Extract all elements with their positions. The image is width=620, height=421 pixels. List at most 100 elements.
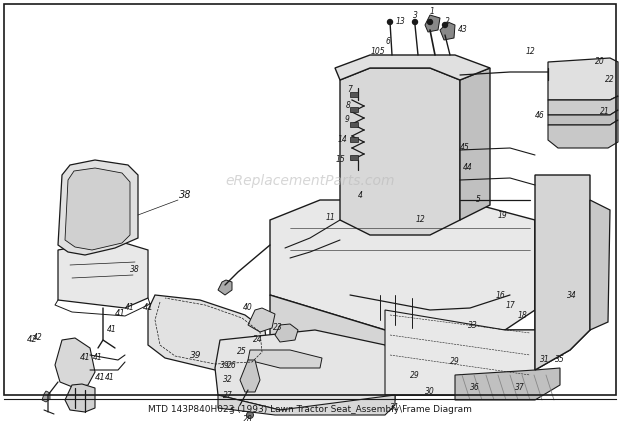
Polygon shape — [55, 338, 95, 388]
Text: 36: 36 — [470, 384, 480, 392]
Polygon shape — [218, 395, 395, 415]
Polygon shape — [440, 22, 455, 40]
Polygon shape — [148, 295, 268, 370]
Circle shape — [226, 394, 234, 402]
Circle shape — [533, 258, 597, 322]
Text: 43: 43 — [458, 26, 468, 35]
Text: 27: 27 — [223, 391, 233, 400]
Text: 19: 19 — [498, 210, 508, 219]
Bar — [317, 370, 331, 380]
Bar — [350, 155, 358, 160]
Text: 41: 41 — [93, 354, 103, 362]
Polygon shape — [335, 55, 490, 80]
Text: 17: 17 — [505, 301, 515, 309]
Text: 42: 42 — [33, 333, 43, 343]
Bar — [269, 370, 283, 380]
Circle shape — [573, 78, 587, 92]
Polygon shape — [548, 96, 618, 115]
Circle shape — [268, 336, 276, 344]
Circle shape — [603, 66, 608, 70]
Text: 33: 33 — [468, 320, 478, 330]
Circle shape — [577, 82, 583, 88]
Text: 39: 39 — [190, 351, 202, 360]
Text: 41: 41 — [143, 304, 153, 312]
Text: 20: 20 — [595, 58, 605, 67]
Polygon shape — [275, 324, 298, 342]
Text: 22: 22 — [605, 75, 615, 85]
Text: 12: 12 — [415, 216, 425, 224]
Bar — [293, 388, 307, 398]
Text: 42: 42 — [27, 336, 37, 344]
Bar — [245, 370, 259, 380]
Text: 15: 15 — [335, 155, 345, 165]
Polygon shape — [270, 295, 535, 395]
Text: 38: 38 — [130, 266, 140, 274]
Text: 29: 29 — [410, 370, 420, 379]
Circle shape — [231, 389, 239, 395]
Text: 37: 37 — [515, 384, 525, 392]
Text: 29: 29 — [450, 357, 460, 367]
Bar — [269, 352, 283, 362]
Text: 2: 2 — [445, 18, 449, 27]
Polygon shape — [460, 68, 490, 220]
Text: 12: 12 — [525, 48, 535, 56]
Bar — [341, 352, 355, 362]
Text: 46: 46 — [535, 110, 545, 120]
Bar — [350, 122, 358, 127]
Text: 38: 38 — [179, 190, 191, 200]
Bar — [350, 137, 358, 142]
Text: 24: 24 — [253, 336, 263, 344]
Text: 41: 41 — [79, 354, 91, 362]
Text: 35: 35 — [555, 355, 565, 365]
Polygon shape — [248, 308, 275, 332]
Circle shape — [257, 344, 264, 352]
Polygon shape — [65, 384, 95, 412]
Polygon shape — [548, 110, 618, 125]
Text: 41: 41 — [115, 309, 125, 317]
Polygon shape — [455, 368, 560, 400]
Bar — [293, 352, 307, 362]
Polygon shape — [548, 58, 618, 100]
Text: 30: 30 — [425, 387, 435, 397]
Polygon shape — [58, 160, 138, 255]
Bar — [341, 370, 355, 380]
Text: 40: 40 — [243, 304, 253, 312]
Text: 1: 1 — [430, 8, 435, 16]
Text: 41: 41 — [107, 325, 117, 335]
Bar — [245, 388, 259, 398]
Polygon shape — [590, 200, 610, 330]
Circle shape — [554, 66, 559, 70]
Text: 45: 45 — [460, 144, 470, 152]
Circle shape — [244, 405, 252, 411]
Polygon shape — [42, 391, 50, 402]
Polygon shape — [58, 240, 148, 308]
Text: 3: 3 — [412, 11, 417, 21]
Polygon shape — [340, 68, 460, 235]
Bar — [317, 388, 331, 398]
Text: 21: 21 — [600, 107, 610, 117]
Bar — [341, 388, 355, 398]
Bar — [350, 107, 358, 112]
Text: 31: 31 — [540, 355, 550, 365]
Bar — [293, 370, 307, 380]
Text: 8: 8 — [345, 101, 350, 109]
Text: 7: 7 — [348, 85, 352, 94]
Bar — [245, 352, 259, 362]
Text: 11: 11 — [325, 213, 335, 223]
Text: 41: 41 — [105, 373, 115, 383]
Text: 9: 9 — [345, 115, 350, 125]
Text: MTD 143P840H023 (1993) Lawn Tractor Seat_Assembly\Frame Diagram: MTD 143P840H023 (1993) Lawn Tractor Seat… — [148, 405, 472, 415]
Text: 16: 16 — [495, 290, 505, 299]
Polygon shape — [248, 350, 322, 368]
Text: 26: 26 — [227, 360, 237, 370]
Text: 4: 4 — [358, 190, 363, 200]
Text: 39: 39 — [220, 360, 230, 370]
Text: 13: 13 — [395, 18, 405, 27]
Circle shape — [443, 22, 448, 27]
Polygon shape — [385, 310, 535, 395]
Polygon shape — [425, 15, 440, 32]
Text: 5: 5 — [229, 408, 234, 416]
Text: 41: 41 — [95, 373, 105, 383]
Circle shape — [388, 19, 392, 24]
Text: 31: 31 — [390, 403, 400, 413]
